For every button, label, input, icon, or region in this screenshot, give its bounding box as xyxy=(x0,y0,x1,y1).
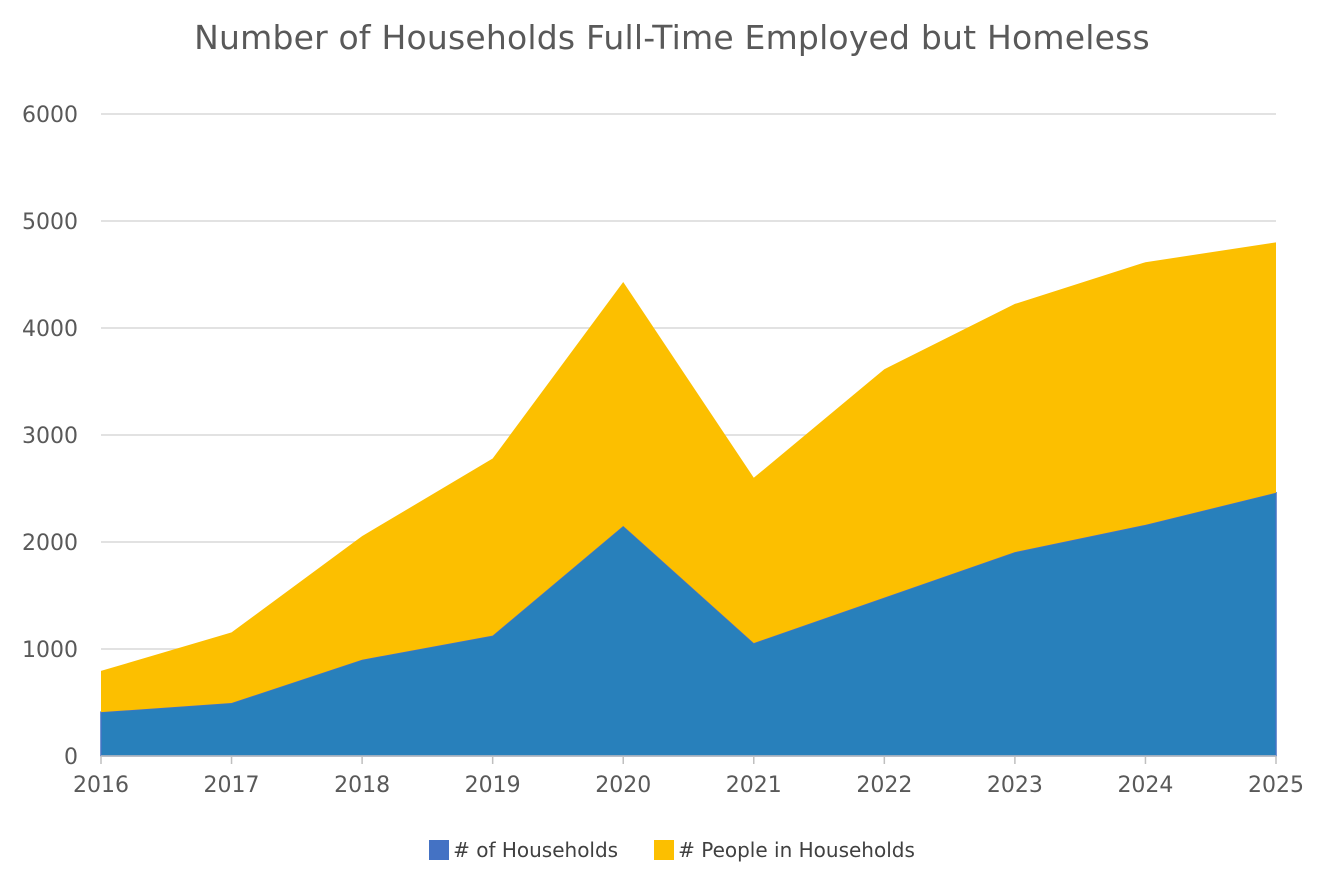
y-tick-label-5000: 5000 xyxy=(22,210,78,235)
x-tick-label-2016: 2016 xyxy=(73,773,129,798)
y-tick-label-4000: 4000 xyxy=(22,317,78,342)
legend-swatch-people xyxy=(654,840,675,860)
x-tick-label-2021: 2021 xyxy=(726,773,782,798)
x-tick-label-2024: 2024 xyxy=(1117,773,1173,798)
area-series-1 xyxy=(101,242,1276,713)
x-axis-ticks: 2016 2017 2018 2019 2020 2021 2022 2023 2024 2025 xyxy=(73,773,1304,798)
legend: # of Households # People in Households xyxy=(0,838,1344,862)
legend-swatch-households xyxy=(429,840,450,860)
axis-layer xyxy=(100,755,1277,764)
legend-item-people: # People in Households xyxy=(654,838,915,862)
x-tick-label-2020: 2020 xyxy=(595,773,651,798)
chart-title: Number of Households Full-Time Employed … xyxy=(194,18,1150,57)
x-tick-label-2023: 2023 xyxy=(987,773,1043,798)
x-tick-label-2018: 2018 xyxy=(334,773,390,798)
y-tick-label-0: 0 xyxy=(64,745,78,770)
y-axis-ticks: 0 1000 2000 3000 4000 5000 6000 xyxy=(22,103,78,770)
y-tick-label-3000: 3000 xyxy=(22,424,78,449)
legend-item-households: # of Households xyxy=(429,838,618,862)
x-tick-label-2017: 2017 xyxy=(204,773,260,798)
y-tick-label-6000: 6000 xyxy=(22,103,78,128)
area-layer xyxy=(100,242,1277,757)
legend-label-people: # People in Households xyxy=(678,838,915,862)
y-tick-label-2000: 2000 xyxy=(22,531,78,556)
x-tick-label-2019: 2019 xyxy=(465,773,521,798)
x-tick-label-2022: 2022 xyxy=(856,773,912,798)
legend-label-households: # of Households xyxy=(453,838,619,862)
y-tick-label-1000: 1000 xyxy=(22,638,78,663)
x-tick-label-2025: 2025 xyxy=(1248,773,1304,798)
